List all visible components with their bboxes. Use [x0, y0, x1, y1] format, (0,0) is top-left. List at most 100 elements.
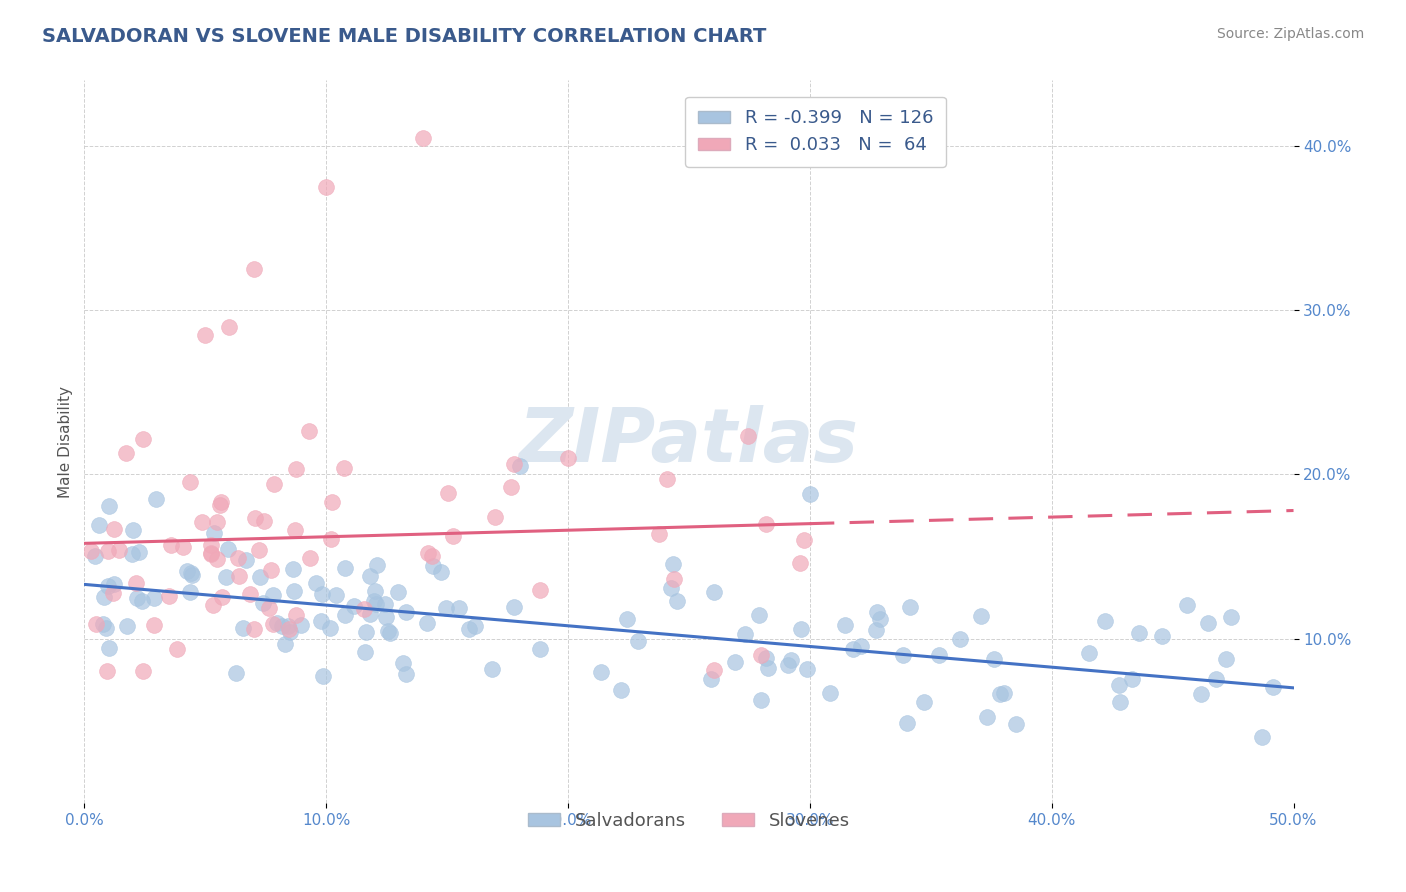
- Point: [734, 627, 756, 641]
- Point: [509, 459, 531, 474]
- Point: [278, 623, 301, 637]
- Point: [115, 446, 138, 460]
- Point: [298, 424, 321, 438]
- Point: [616, 612, 638, 626]
- Point: [557, 450, 579, 465]
- Point: [166, 642, 188, 657]
- Point: [122, 524, 145, 538]
- Point: [319, 621, 342, 635]
- Point: [97, 544, 120, 558]
- Point: [354, 644, 377, 658]
- Point: [84, 549, 107, 564]
- Point: [239, 587, 262, 601]
- Point: [796, 662, 818, 676]
- Point: [157, 589, 180, 603]
- Point: [1109, 695, 1132, 709]
- Point: [655, 472, 678, 486]
- Point: [1220, 610, 1243, 624]
- Point: [263, 476, 285, 491]
- Point: [191, 516, 214, 530]
- Point: [194, 327, 217, 342]
- Point: [896, 716, 918, 731]
- Point: [354, 625, 377, 640]
- Point: [312, 669, 335, 683]
- Text: Source: ZipAtlas.com: Source: ZipAtlas.com: [1216, 27, 1364, 41]
- Point: [441, 529, 464, 543]
- Point: [481, 662, 503, 676]
- Point: [529, 582, 551, 597]
- Point: [610, 683, 633, 698]
- Point: [1205, 673, 1227, 687]
- Point: [142, 591, 165, 606]
- Point: [242, 622, 264, 636]
- Point: [225, 666, 247, 681]
- Point: [751, 648, 773, 662]
- Point: [277, 619, 299, 633]
- Point: [993, 686, 1015, 700]
- Point: [271, 618, 294, 632]
- Point: [280, 625, 302, 640]
- Point: [205, 552, 228, 566]
- Point: [484, 509, 506, 524]
- Point: [86, 617, 108, 632]
- Point: [93, 591, 115, 605]
- Point: [898, 599, 921, 614]
- Point: [242, 262, 264, 277]
- Point: [1215, 651, 1237, 665]
- Point: [117, 619, 139, 633]
- Point: [228, 569, 250, 583]
- Point: [132, 665, 155, 679]
- Point: [756, 661, 779, 675]
- Point: [983, 652, 1005, 666]
- Point: [374, 609, 396, 624]
- Point: [359, 607, 381, 622]
- Point: [437, 486, 460, 500]
- Point: [363, 594, 385, 608]
- Point: [285, 462, 308, 476]
- Point: [790, 622, 813, 636]
- Point: [412, 130, 434, 145]
- Point: [377, 624, 399, 639]
- Point: [434, 600, 457, 615]
- Point: [94, 621, 117, 635]
- Point: [928, 648, 950, 662]
- Point: [1263, 680, 1285, 694]
- Point: [80, 543, 103, 558]
- Point: [321, 495, 343, 509]
- Point: [108, 543, 131, 558]
- Point: [179, 585, 201, 599]
- Point: [776, 657, 799, 672]
- Point: [1121, 673, 1143, 687]
- Point: [181, 568, 204, 582]
- Point: [818, 685, 841, 699]
- Point: [589, 665, 612, 680]
- Point: [253, 514, 276, 528]
- Point: [799, 487, 821, 501]
- Point: [749, 693, 772, 707]
- Point: [664, 572, 686, 586]
- Point: [247, 542, 270, 557]
- Point: [866, 606, 889, 620]
- Point: [249, 570, 271, 584]
- Point: [416, 615, 439, 630]
- Point: [96, 665, 118, 679]
- Point: [869, 612, 891, 626]
- Point: [200, 547, 222, 561]
- Point: [793, 533, 815, 547]
- Point: [208, 498, 231, 512]
- Point: [755, 516, 778, 531]
- Point: [395, 605, 418, 619]
- Point: [121, 548, 143, 562]
- Point: [260, 563, 283, 577]
- Point: [501, 480, 523, 494]
- Point: [179, 475, 201, 489]
- Point: [103, 586, 125, 600]
- Point: [97, 578, 120, 592]
- Point: [1197, 615, 1219, 630]
- Point: [420, 549, 443, 564]
- Point: [395, 666, 418, 681]
- Point: [257, 601, 280, 615]
- Point: [125, 575, 148, 590]
- Point: [218, 319, 240, 334]
- Point: [1251, 730, 1274, 744]
